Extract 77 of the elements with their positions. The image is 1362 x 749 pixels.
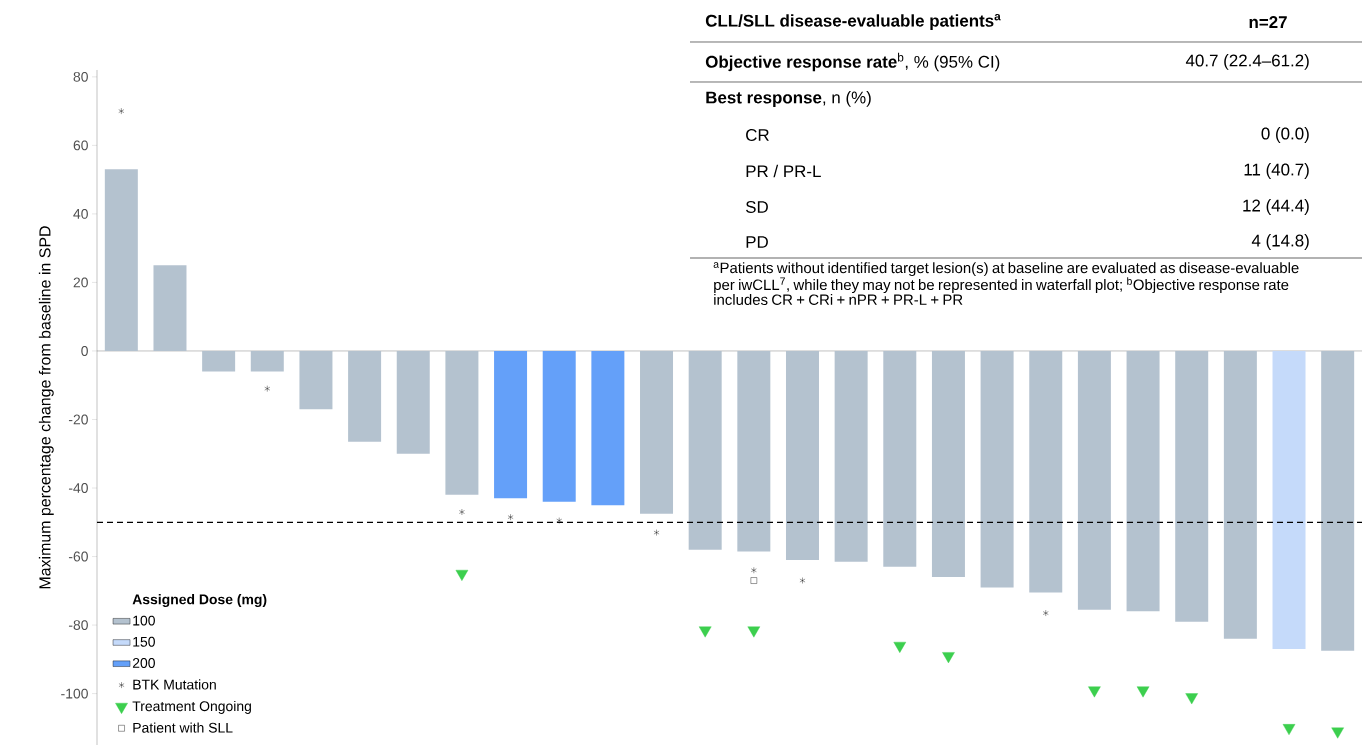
legend-label: BTK Mutation: [133, 679, 216, 690]
y-tick-label: -80: [68, 620, 88, 631]
annotation: SD: [745, 200, 768, 213]
bar: [883, 350, 917, 567]
legend-title: Assigned Dose (mg): [132, 594, 267, 608]
bar: [396, 350, 430, 454]
point: [1185, 693, 1198, 705]
annotation: PR / PR-L: [746, 164, 821, 178]
legend-label: 100: [133, 615, 155, 626]
point: [1282, 724, 1296, 736]
annotation: 4 (14.8): [1251, 234, 1309, 250]
annotation: PD: [746, 236, 768, 248]
y-tick-label: 60: [73, 140, 88, 151]
bar: [348, 350, 382, 442]
point: [750, 577, 758, 584]
bar: [1077, 350, 1111, 610]
bar: [980, 350, 1014, 588]
y-tick-label: 0: [81, 346, 88, 356]
point: [1088, 686, 1101, 698]
y-tick-label: 20: [73, 277, 88, 288]
bar: [1029, 350, 1063, 593]
point: [556, 517, 563, 524]
point: [1331, 727, 1344, 739]
point: [1042, 609, 1049, 617]
y-axis-title: Maximum percentage change from baseline in SPD: [38, 226, 54, 589]
annotation: Objective response rate$^{b}$, % (95% CI): [705, 52, 1000, 72]
point: [893, 641, 907, 653]
bar: [1321, 350, 1355, 651]
annotation: 11 (40.7): [1244, 163, 1309, 179]
y-tick-label: -100: [61, 688, 88, 699]
text: $^{a}$Patients without identified target lesion(s) at baseline are evaluated as disease-evaluable per iwCLL$^{7}$, while they may not be represented in waterfall plot; $^{b}$Objective response rate includes CR + CRi + nPR + PR-L + PR: [713, 262, 1299, 305]
point: [799, 577, 806, 584]
bar: [785, 350, 819, 560]
point: [942, 652, 955, 664]
bar: [250, 350, 284, 372]
bar: [640, 350, 674, 514]
text: n=27: [1249, 16, 1287, 28]
annotation: Best response, n (%): [706, 91, 871, 107]
y-tick-label: 80: [73, 71, 88, 82]
point: [459, 508, 465, 516]
bar: [542, 350, 576, 502]
point: [747, 626, 761, 638]
bar: [153, 265, 187, 351]
point: [698, 626, 712, 638]
bar: [1223, 350, 1257, 639]
bar: [1126, 350, 1160, 612]
y-tick-label: -60: [68, 551, 88, 562]
bar: [299, 350, 333, 410]
bar: [737, 350, 771, 552]
point: [751, 567, 757, 574]
bar: [494, 350, 528, 499]
point: [455, 569, 469, 581]
y-tick-label: -40: [68, 483, 88, 493]
annotation: CR: [746, 128, 769, 141]
bar: [104, 169, 138, 351]
annotation: 0 (0.0): [1261, 127, 1309, 143]
y-tick-label: -20: [68, 414, 88, 425]
bar: [931, 350, 965, 578]
text: 40.7 (22.4–61.2): [1185, 54, 1309, 70]
legend-label: Treatment Ongoing: [132, 700, 251, 714]
point: [507, 513, 514, 521]
bar: [202, 350, 236, 372]
point: [264, 385, 271, 392]
bar: [688, 350, 722, 550]
point: [653, 529, 660, 536]
bar: [1175, 350, 1209, 622]
bar: [591, 350, 625, 506]
y-tick-label: 40: [73, 208, 88, 219]
bar: [1272, 350, 1306, 650]
point: [1136, 686, 1150, 698]
bar: [445, 350, 479, 495]
text: CLL/SLL disease-evaluable patients$^{a}$: [705, 13, 1001, 31]
legend-label: Patient with SLL: [133, 722, 233, 733]
legend-label: 200: [132, 658, 155, 668]
annotation: 12 (44.4): [1243, 199, 1309, 215]
bar: [834, 350, 868, 562]
legend-label: 150: [133, 636, 155, 647]
